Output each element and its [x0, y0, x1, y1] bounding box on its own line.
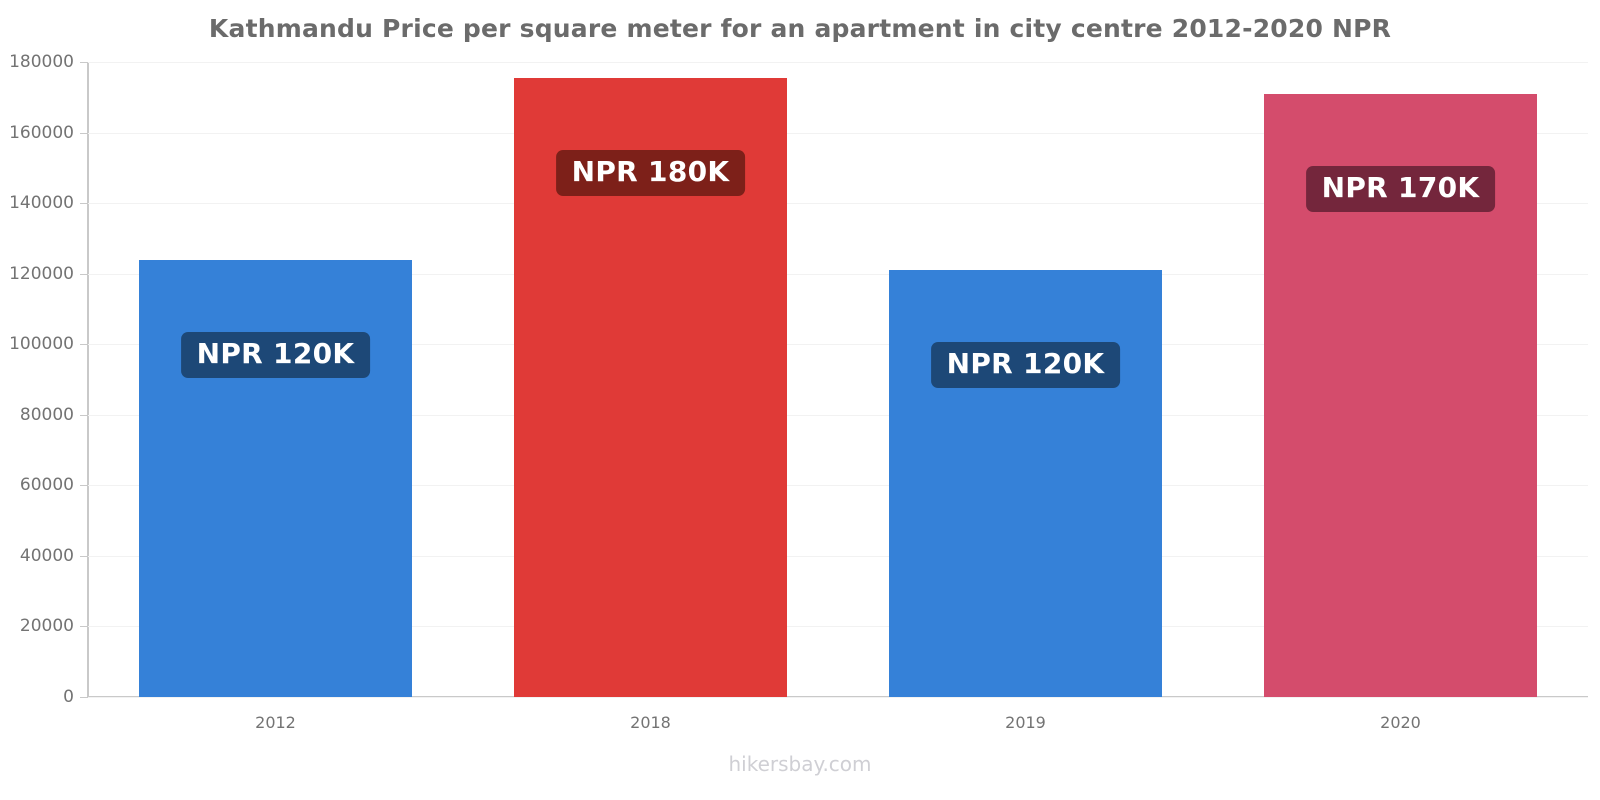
grid-line — [88, 344, 1588, 346]
y-tick-mark — [80, 132, 88, 134]
x-axis-tick-label: 2018 — [630, 713, 671, 732]
chart-title: Kathmandu Price per square meter for an … — [208, 14, 1392, 43]
y-tick-mark — [80, 697, 88, 698]
grid-line — [88, 485, 1588, 487]
grid-line — [88, 626, 1588, 628]
grid-line — [88, 555, 1588, 557]
bar-value-label: NPR 120K — [930, 342, 1121, 389]
y-tick-mark — [80, 273, 88, 275]
grid-line — [88, 697, 1588, 698]
y-tick-mark — [80, 414, 88, 416]
y-tick-mark — [80, 626, 88, 628]
grid-line — [88, 132, 1588, 134]
y-axis-tick-label: 40000 — [19, 545, 74, 566]
y-axis-tick-label: 0 — [63, 687, 74, 707]
bar-value-label: NPR 180K — [555, 149, 746, 196]
footer-credit: hikersbay.com — [728, 752, 872, 776]
bar-value-label: NPR 170K — [1305, 165, 1496, 212]
grid-line — [88, 62, 1588, 63]
grid-line — [88, 414, 1588, 416]
plot-area — [88, 62, 1588, 698]
y-tick-mark — [80, 62, 88, 63]
x-axis-tick-label: 2019 — [1005, 713, 1046, 732]
y-tick-mark — [80, 555, 88, 557]
y-axis-tick-label: 80000 — [19, 404, 74, 425]
grid-line — [88, 203, 1588, 205]
y-axis-tick-label: 120000 — [9, 263, 74, 284]
y-axis-tick-label: 60000 — [19, 475, 74, 496]
y-axis-line — [87, 62, 89, 698]
y-tick-mark — [80, 485, 88, 487]
y-axis-tick-label: 180000 — [9, 52, 74, 72]
x-axis-tick-label: 2012 — [255, 713, 296, 732]
y-axis-tick-label: 20000 — [19, 616, 74, 637]
bar[interactable] — [889, 270, 1162, 697]
y-axis-tick-label: 100000 — [9, 334, 74, 355]
y-tick-mark — [80, 203, 88, 205]
grid-line — [88, 273, 1588, 275]
bar[interactable] — [139, 259, 412, 697]
bar-value-label: NPR 120K — [180, 331, 371, 378]
x-axis-tick-label: 2020 — [1380, 713, 1421, 732]
y-tick-mark — [80, 344, 88, 346]
y-axis-tick-label: 140000 — [9, 193, 74, 214]
y-axis-tick-label: 160000 — [9, 122, 74, 143]
